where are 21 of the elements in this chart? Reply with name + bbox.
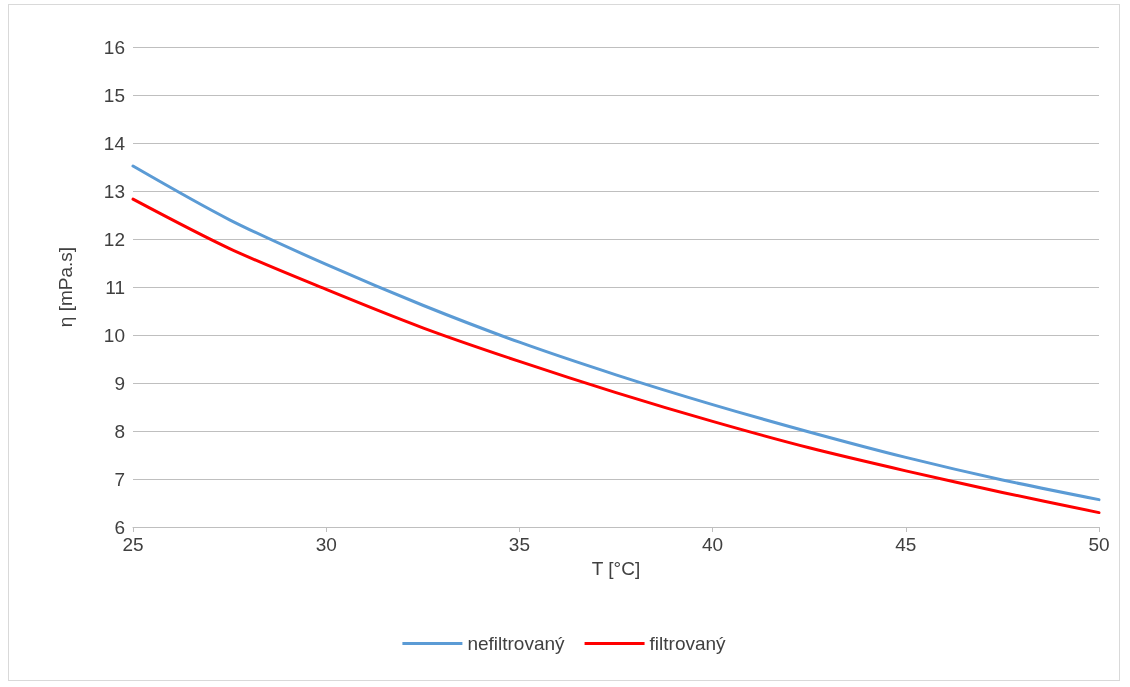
x-tick-label: 35 (508, 534, 530, 555)
y-tick-label: 10 (103, 324, 125, 346)
x-tick-label: 50 (1088, 534, 1110, 555)
y-tick-label: 11 (105, 276, 125, 298)
y-axis-title: η [mPa.s] (55, 246, 76, 328)
y-tick-label: 13 (103, 180, 125, 202)
y-tick-label: 15 (103, 84, 125, 106)
x-tick-label: 45 (895, 534, 917, 555)
x-tick-label: 40 (702, 534, 724, 555)
y-tick-label: 9 (114, 372, 125, 394)
y-tick-label: 7 (114, 468, 125, 490)
x-tick-label: 30 (315, 534, 337, 555)
legend-label: filtrovaný (649, 633, 727, 654)
y-tick-label: 12 (103, 228, 125, 250)
y-tick-label: 16 (103, 36, 125, 58)
legend-label: nefiltrovaný (467, 633, 566, 654)
y-tick-label: 6 (114, 516, 125, 538)
x-axis-title: T [°C] (591, 557, 641, 579)
x-tick-label: 25 (122, 534, 144, 555)
y-tick-label: 14 (103, 132, 126, 154)
y-tick-label: 8 (114, 420, 125, 442)
